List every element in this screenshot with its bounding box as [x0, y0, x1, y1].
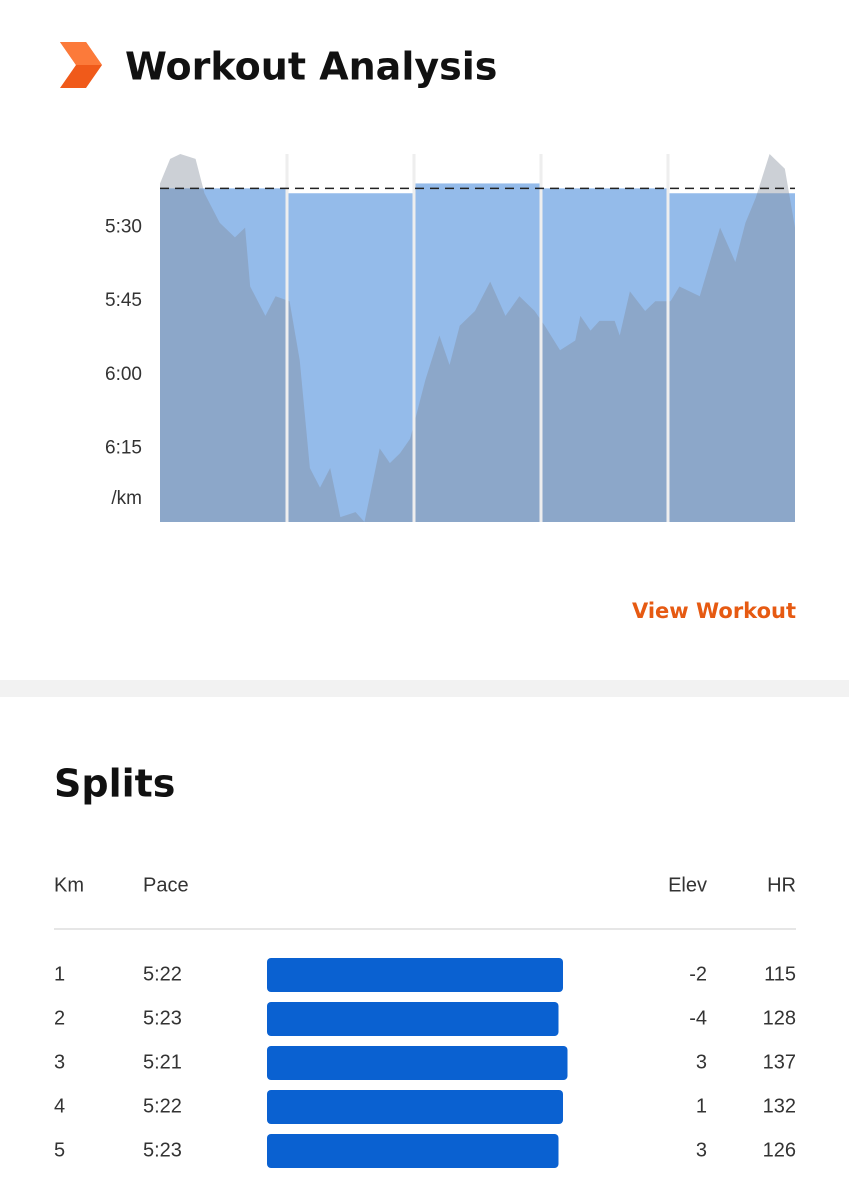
- y-tick-label: 5:30: [105, 217, 142, 238]
- split-cell: 4: [54, 1095, 65, 1117]
- split-cell: 1: [696, 1095, 707, 1117]
- split-cell: 5: [54, 1139, 65, 1161]
- y-axis-label: /km: [111, 488, 142, 509]
- pace-bar: [668, 193, 795, 522]
- chart: 5:30 5:45 6:00 6:15/km: [105, 154, 795, 522]
- split-cell: -2: [689, 963, 707, 985]
- split-pace-bar: [267, 958, 563, 992]
- divider: [0, 680, 849, 697]
- pace-bar: [287, 193, 414, 522]
- split-cell: 5:22: [143, 1095, 182, 1117]
- y-tick-label: 5:45: [105, 290, 142, 311]
- pace-area: [160, 154, 795, 522]
- split-cell: 5:23: [143, 1007, 182, 1029]
- split-cell: 5:22: [143, 963, 182, 985]
- column-header: Pace: [143, 874, 189, 896]
- split-cell: -4: [689, 1007, 707, 1029]
- split-pace-bar: [267, 1134, 559, 1168]
- split-cell: 3: [54, 1051, 65, 1073]
- split-pace-bar: [267, 1090, 563, 1124]
- column-header: HR: [767, 874, 796, 896]
- split-cell: 126: [763, 1139, 796, 1161]
- split-cell: 3: [696, 1051, 707, 1073]
- page-title: Workout Analysis: [125, 45, 497, 89]
- split-cell: 5:21: [143, 1051, 182, 1073]
- split-cell: 137: [763, 1051, 796, 1073]
- logo-top: [60, 42, 102, 65]
- pace-bar: [541, 188, 668, 522]
- y-tick-label: 6:00: [105, 364, 142, 385]
- y-tick-label: 6:15: [105, 437, 142, 458]
- column-header: Km: [54, 874, 84, 896]
- split-pace-bar: [267, 1046, 568, 1080]
- pace-bar: [160, 188, 287, 522]
- split-cell: 132: [763, 1095, 796, 1117]
- split-cell: 128: [763, 1007, 796, 1029]
- splits-title: Splits: [54, 762, 175, 806]
- column-header: Elev: [668, 874, 707, 896]
- split-cell: 2: [54, 1007, 65, 1029]
- split-cell: 1: [54, 963, 65, 985]
- split-cell: 115: [764, 963, 796, 985]
- split-cell: 3: [696, 1139, 707, 1161]
- split-cell: 5:23: [143, 1139, 182, 1161]
- pace-bar: [414, 183, 541, 522]
- split-pace-bar: [267, 1002, 559, 1036]
- view-workout-link[interactable]: View Workout: [632, 599, 796, 623]
